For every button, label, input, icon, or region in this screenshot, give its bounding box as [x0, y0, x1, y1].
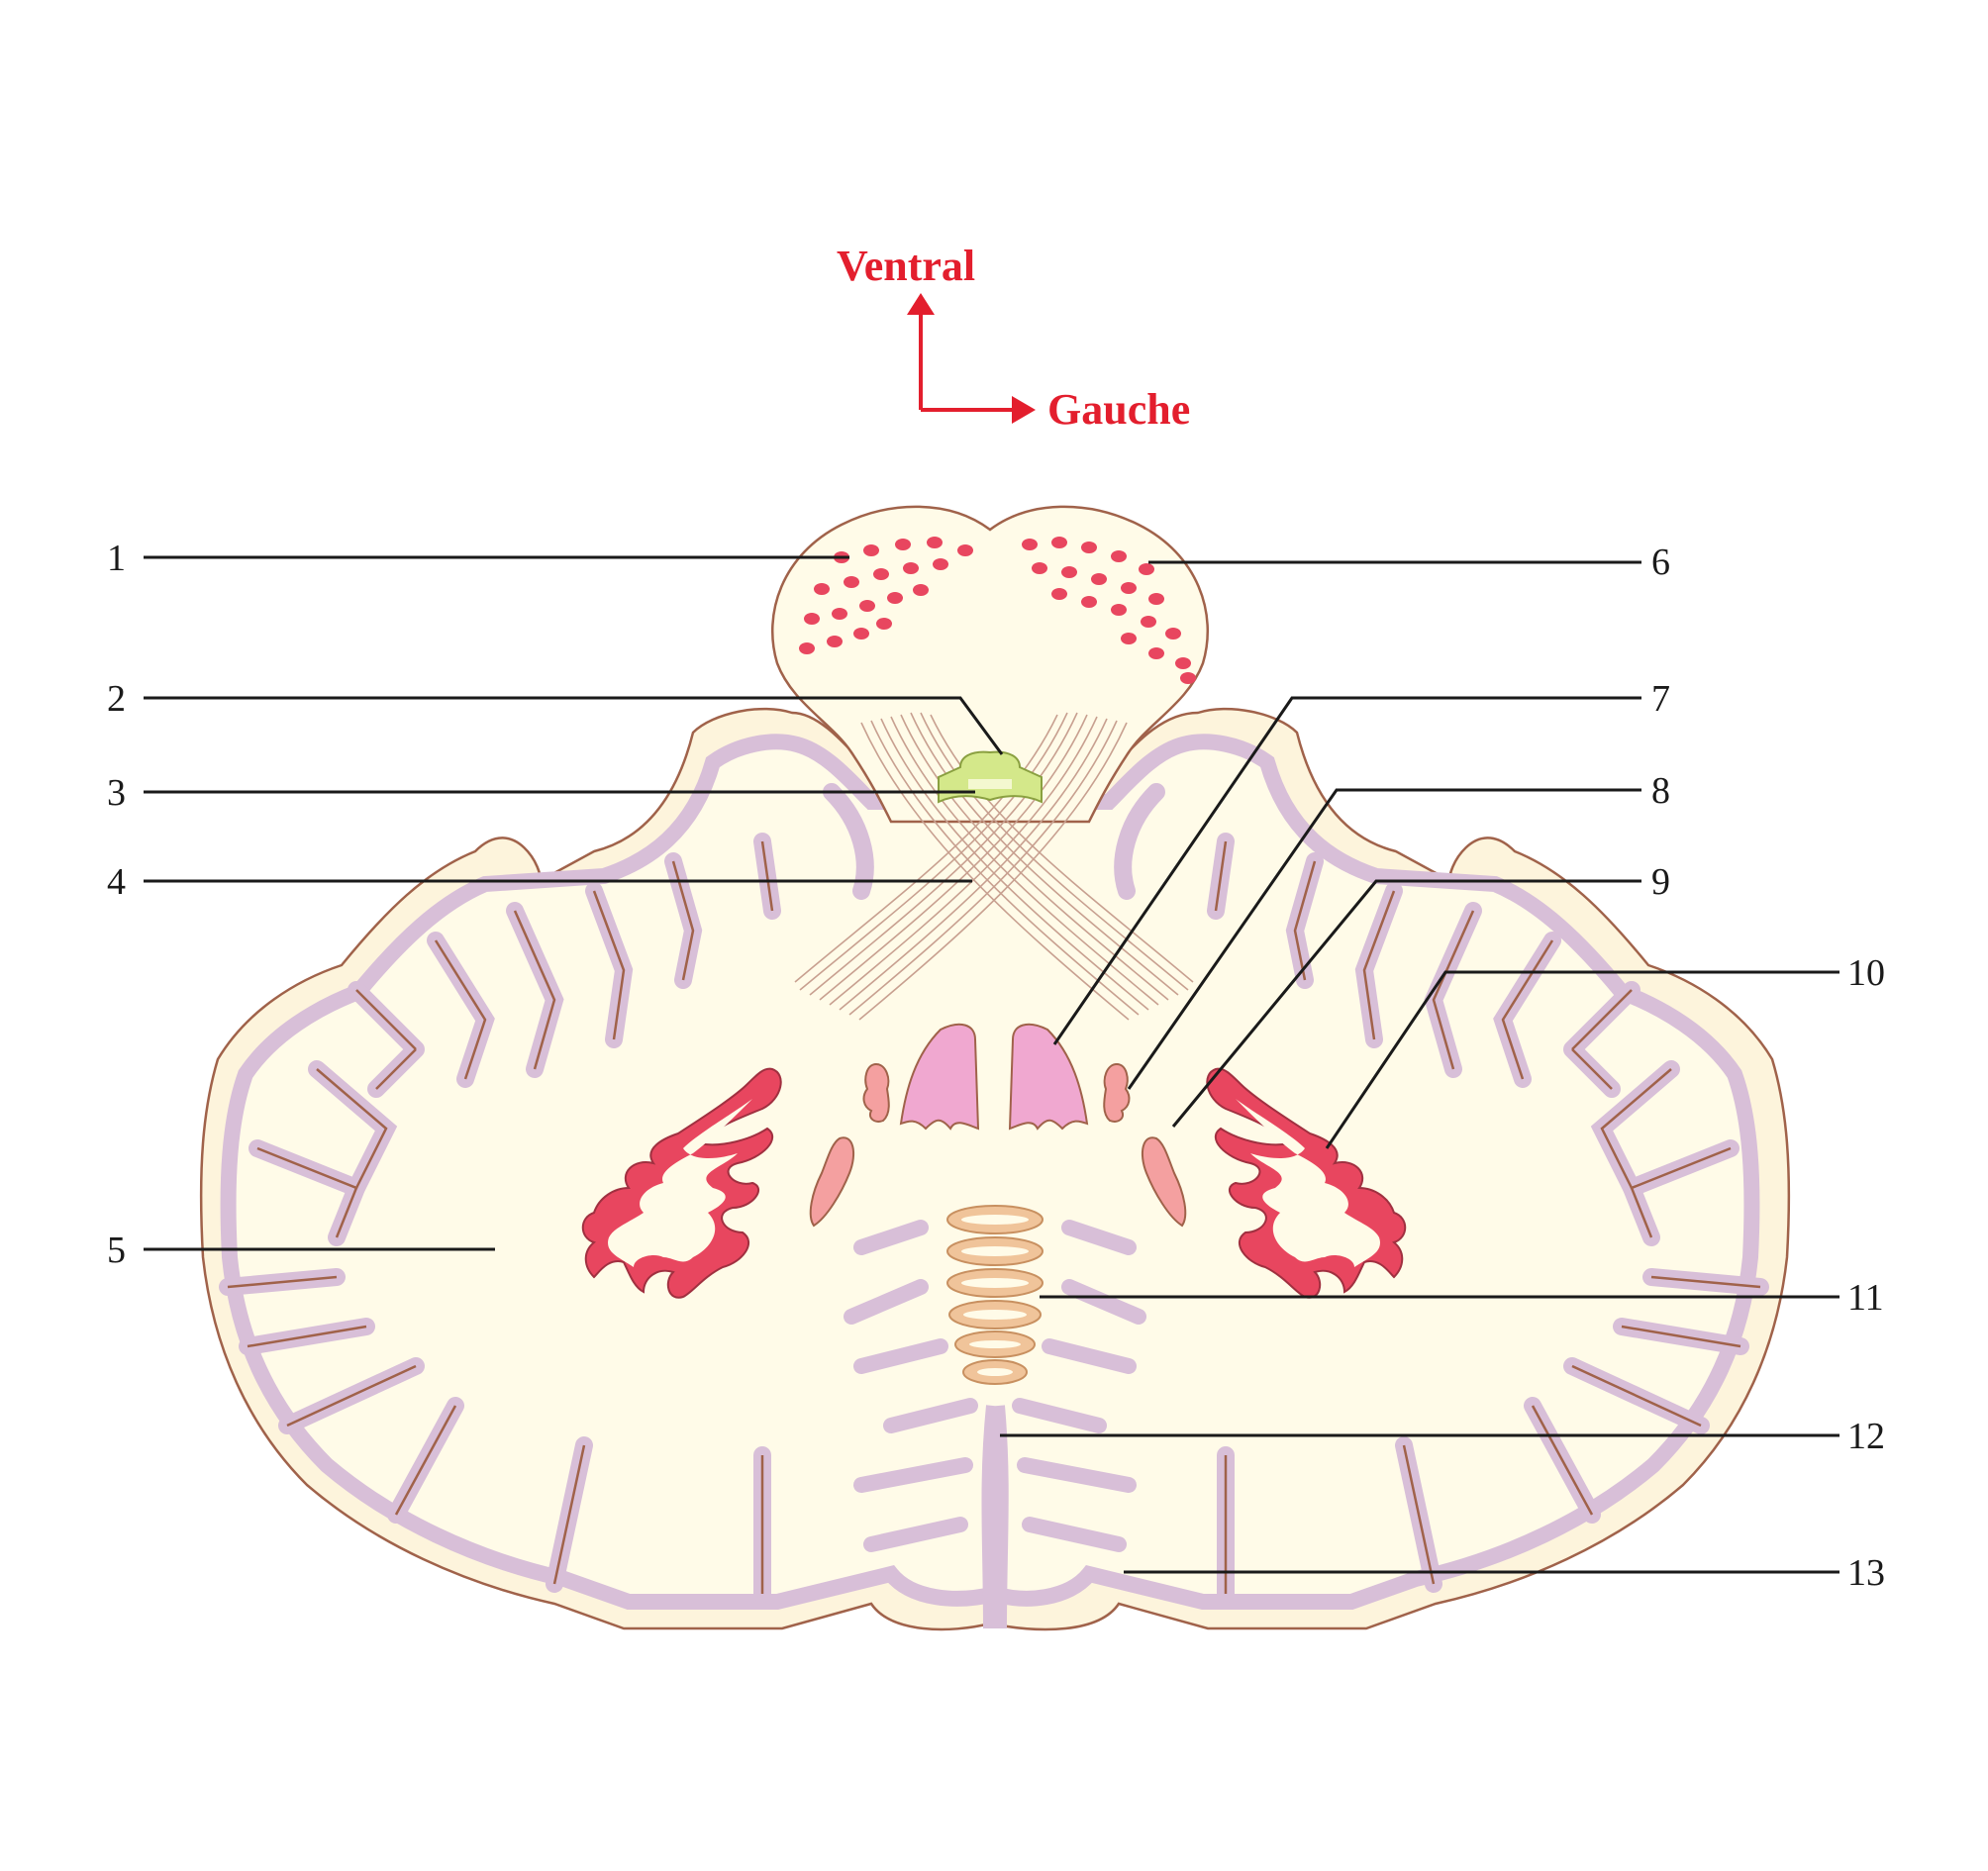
folia-right-branches [1214, 840, 1761, 1594]
label-11: 11 [1847, 1277, 1884, 1319]
label-1: 1 [107, 538, 126, 579]
leader-9 [1171, 879, 1641, 1128]
globose-nucleus-right [1103, 1062, 1131, 1123]
leader-8 [1127, 788, 1641, 1090]
leader-2 [144, 696, 1004, 755]
ventral-label: Ventral [837, 242, 975, 290]
leader-lines [144, 555, 1839, 1574]
corticospinal-dots-right [1022, 537, 1196, 684]
left-arrow-head [1012, 396, 1036, 424]
label-5: 5 [107, 1230, 126, 1271]
number-labels: 1 2 3 4 5 6 7 8 9 10 11 12 13 [107, 538, 1885, 1594]
globose-nucleus-left [862, 1062, 890, 1123]
emboliform-nucleus-right [1141, 1136, 1187, 1228]
leader-10 [1325, 970, 1839, 1149]
label-7: 7 [1651, 678, 1670, 720]
label-6: 6 [1651, 542, 1670, 583]
label-4: 4 [107, 861, 126, 903]
emboliform-nucleus-left [809, 1136, 855, 1228]
peduncle-fibers [794, 712, 1194, 1021]
deep-nuclei [581, 1023, 1407, 1299]
dentate-nucleus-right-inner [1236, 1099, 1380, 1267]
nodulus-holes [961, 1215, 1029, 1376]
orientation-indicator: Ventral Gauche [837, 242, 1190, 434]
ventral-arrow-head [907, 293, 935, 315]
pons-outline [770, 505, 1210, 824]
label-13: 13 [1847, 1552, 1885, 1594]
label-8: 8 [1651, 770, 1670, 812]
corticospinal-dots-left [799, 537, 973, 654]
left-label: Gauche [1047, 385, 1190, 434]
pons [770, 505, 1210, 824]
fastigial-nucleus-left [899, 1023, 980, 1131]
label-9: 9 [1651, 861, 1670, 903]
fourth-ventricle [938, 750, 1043, 804]
label-12: 12 [1847, 1416, 1885, 1457]
dentate-nucleus-left-inner [608, 1099, 752, 1267]
folia-left-branches [227, 840, 774, 1594]
leader-7 [1052, 696, 1641, 1045]
vermis-folia [844, 1220, 1146, 1552]
fastigial-nucleus-right [1008, 1023, 1089, 1131]
label-2: 2 [107, 678, 126, 720]
label-10: 10 [1847, 952, 1885, 994]
label-3: 3 [107, 772, 126, 814]
